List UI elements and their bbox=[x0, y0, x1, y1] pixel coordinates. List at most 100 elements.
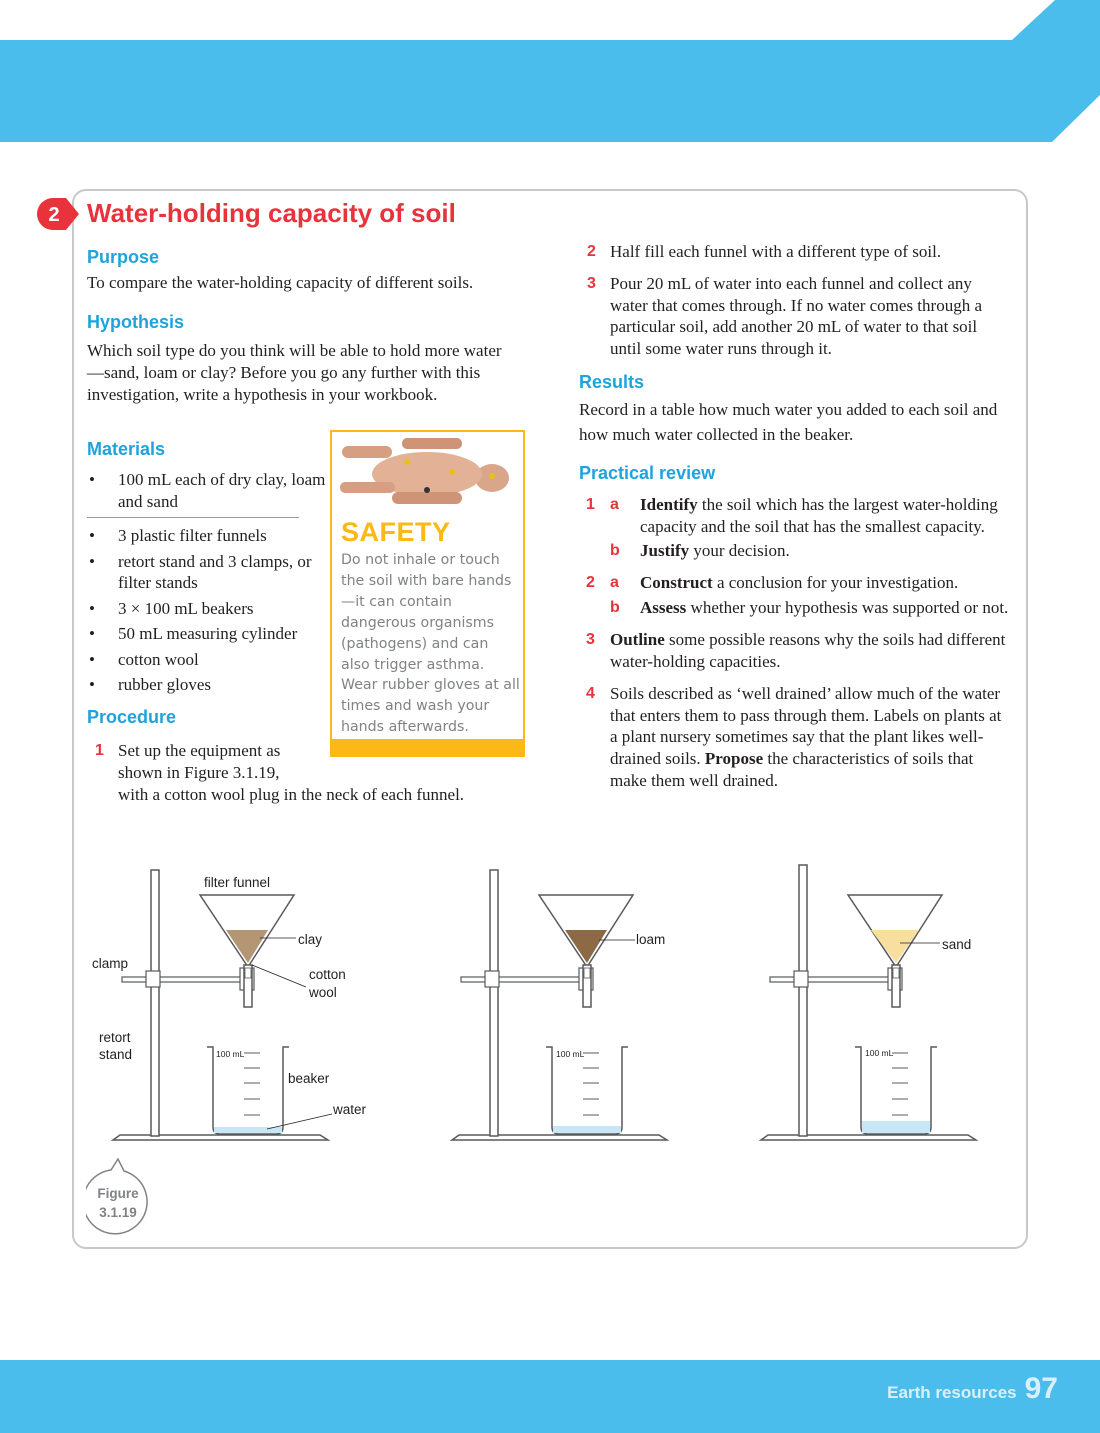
procedure-steps-right: 2 Half fill each funnel with a different… bbox=[579, 241, 1011, 370]
label-cotton: cotton bbox=[309, 967, 346, 982]
command-word: Assess bbox=[640, 598, 687, 618]
purpose-heading: Purpose bbox=[87, 247, 160, 267]
procedure-steps-left: 1 Set up the equipment as shown in Figur… bbox=[87, 740, 537, 815]
procedure-step: 2 Half fill each funnel with a different… bbox=[579, 241, 1011, 263]
hypothesis-text: Which soil type do you think will be abl… bbox=[87, 341, 502, 404]
clay-fill bbox=[226, 930, 268, 963]
water-fill bbox=[214, 1127, 282, 1133]
apparatus-sand bbox=[758, 864, 979, 1141]
step-number: 3 bbox=[587, 274, 596, 292]
review-questions: 1 a Identify the soil which has the larg… bbox=[579, 494, 1011, 792]
question-text: the characteristics of soils that make t… bbox=[610, 749, 974, 790]
question-text: the soil which has the largest water-hol… bbox=[640, 495, 998, 536]
materials-heading: Materials bbox=[87, 439, 166, 459]
procedure-heading: Procedure bbox=[87, 707, 177, 727]
materials-item: 50 mL measuring cylinder bbox=[87, 623, 327, 645]
command-word: Outline bbox=[610, 630, 665, 650]
figure-caption-line1: Figure bbox=[97, 1186, 139, 1201]
materials-item: retort stand and 3 clamps, or filter sta… bbox=[87, 551, 327, 594]
command-word: Identify bbox=[640, 495, 698, 514]
question-text: some possible reasons why the soils had … bbox=[610, 630, 1006, 671]
safety-bottom-bar bbox=[332, 739, 523, 755]
water-fill bbox=[553, 1126, 621, 1133]
procedure-step: 1 Set up the equipment as shown in Figur… bbox=[87, 740, 537, 805]
materials-item: 3 × 100 mL beakers bbox=[87, 598, 327, 620]
question-letter: a bbox=[610, 574, 619, 592]
procedure-step: 3 Pour 20 mL of water into each funnel a… bbox=[579, 273, 1011, 360]
footer-section: Earth resources bbox=[887, 1383, 1017, 1402]
safety-text: Do not inhale or touch the soil with bar… bbox=[341, 552, 520, 736]
apparatus-figure bbox=[110, 864, 979, 1141]
review-q2b: b Assess whether your hypothesis was sup… bbox=[579, 596, 1011, 620]
step-text: Set up the equipment as shown in Figure … bbox=[118, 741, 281, 782]
question-number: 1 bbox=[586, 496, 595, 513]
hypothesis-heading: Hypothesis bbox=[87, 312, 185, 332]
question-letter: b bbox=[610, 599, 620, 617]
question-text: whether your hypothesis was supported or… bbox=[686, 598, 1009, 618]
label-beaker: beaker bbox=[288, 1071, 330, 1086]
figure-badge bbox=[86, 1158, 148, 1235]
command-word: Construct bbox=[640, 573, 713, 593]
question-letter: a bbox=[610, 496, 619, 513]
label-loam: loam bbox=[636, 932, 666, 947]
materials-list: 100 mL each of dry clay, loam and sand 3… bbox=[87, 469, 327, 700]
step-number: 2 bbox=[587, 243, 596, 260]
activity-number: 2 bbox=[48, 204, 59, 226]
materials-item: rubber gloves bbox=[87, 674, 327, 696]
command-word: Propose bbox=[704, 749, 764, 769]
label-clamp: clamp bbox=[92, 956, 129, 971]
safety-box: SAFETY Do not inhale or touch the soil w… bbox=[330, 430, 525, 757]
purpose-text: To compare the water-holding capacity of… bbox=[87, 273, 474, 292]
beaker-mark-3: 100 mL bbox=[865, 1048, 894, 1058]
step-text: Half fill each funnel with a different t… bbox=[610, 242, 942, 261]
review-q3: 3 Outline some possible reasons why the … bbox=[579, 629, 1011, 673]
page-number: 97 bbox=[1024, 1372, 1058, 1405]
question-number: 2 bbox=[586, 574, 595, 592]
sand-fill bbox=[871, 930, 919, 963]
figure-caption-line2: 3.1.19 bbox=[99, 1205, 137, 1220]
materials-item: 3 plastic filter funnels bbox=[87, 525, 327, 547]
question-number: 3 bbox=[586, 631, 595, 649]
water-fill bbox=[862, 1121, 930, 1133]
results-text: Record in a table how much water you add… bbox=[579, 400, 998, 444]
activity-panel bbox=[72, 189, 1028, 1249]
review-heading: Practical review bbox=[579, 463, 716, 483]
materials-item: cotton wool bbox=[87, 649, 327, 671]
step-number: 1 bbox=[95, 742, 104, 759]
label-filter-funnel: filter funnel bbox=[204, 875, 271, 890]
question-text: a conclusion for your investigation. bbox=[712, 573, 959, 593]
figure-caption: Figure 3.1.19 bbox=[86, 1184, 150, 1222]
apparatus-loam bbox=[449, 869, 670, 1141]
materials-item: 100 mL each of dry clay, loam and sand bbox=[87, 469, 327, 512]
command-word: Justify bbox=[640, 540, 690, 560]
review-q4: 4 Soils described as ‘well drained’ allo… bbox=[579, 683, 1011, 792]
crash-test-dummy-image bbox=[332, 432, 523, 514]
footer: Earth resources 97 bbox=[887, 1372, 1058, 1406]
footer-band bbox=[0, 1360, 1100, 1433]
activity-number-badge: 2 bbox=[37, 198, 79, 230]
safety-title: SAFETY bbox=[341, 517, 451, 547]
label-clay: clay bbox=[298, 932, 323, 947]
question-letter: b bbox=[610, 541, 620, 559]
step-text-continued: with a cotton wool plug in the neck of e… bbox=[118, 784, 465, 804]
question-text: Soils described as ‘well drained’ allow … bbox=[610, 683, 1002, 769]
review-q1a: 1 a Identify the soil which has the larg… bbox=[579, 494, 1011, 538]
label-retort: retort bbox=[99, 1030, 131, 1045]
beaker-mark-1: 100 mL bbox=[216, 1049, 245, 1059]
review-q2a: 2 a Construct a conclusion for your inve… bbox=[579, 572, 1011, 594]
top-banner bbox=[0, 0, 1100, 142]
apparatus-clay bbox=[110, 869, 333, 1141]
label-wool: wool bbox=[309, 985, 337, 1000]
results-heading: Results bbox=[579, 372, 645, 392]
label-water: water bbox=[333, 1102, 367, 1117]
label-sand: sand bbox=[942, 937, 972, 952]
review-q1b: b Justify your decision. bbox=[579, 540, 1011, 562]
question-number: 4 bbox=[586, 684, 595, 702]
step-text: Pour 20 mL of water into each funnel and… bbox=[610, 273, 982, 359]
question-text: your decision. bbox=[689, 540, 790, 560]
beaker-mark-2: 100 mL bbox=[556, 1049, 585, 1059]
loam-fill bbox=[565, 930, 607, 963]
activity-title: Water-holding capacity of soil bbox=[87, 198, 456, 228]
materials-divider bbox=[87, 517, 299, 518]
label-stand: stand bbox=[99, 1047, 133, 1062]
